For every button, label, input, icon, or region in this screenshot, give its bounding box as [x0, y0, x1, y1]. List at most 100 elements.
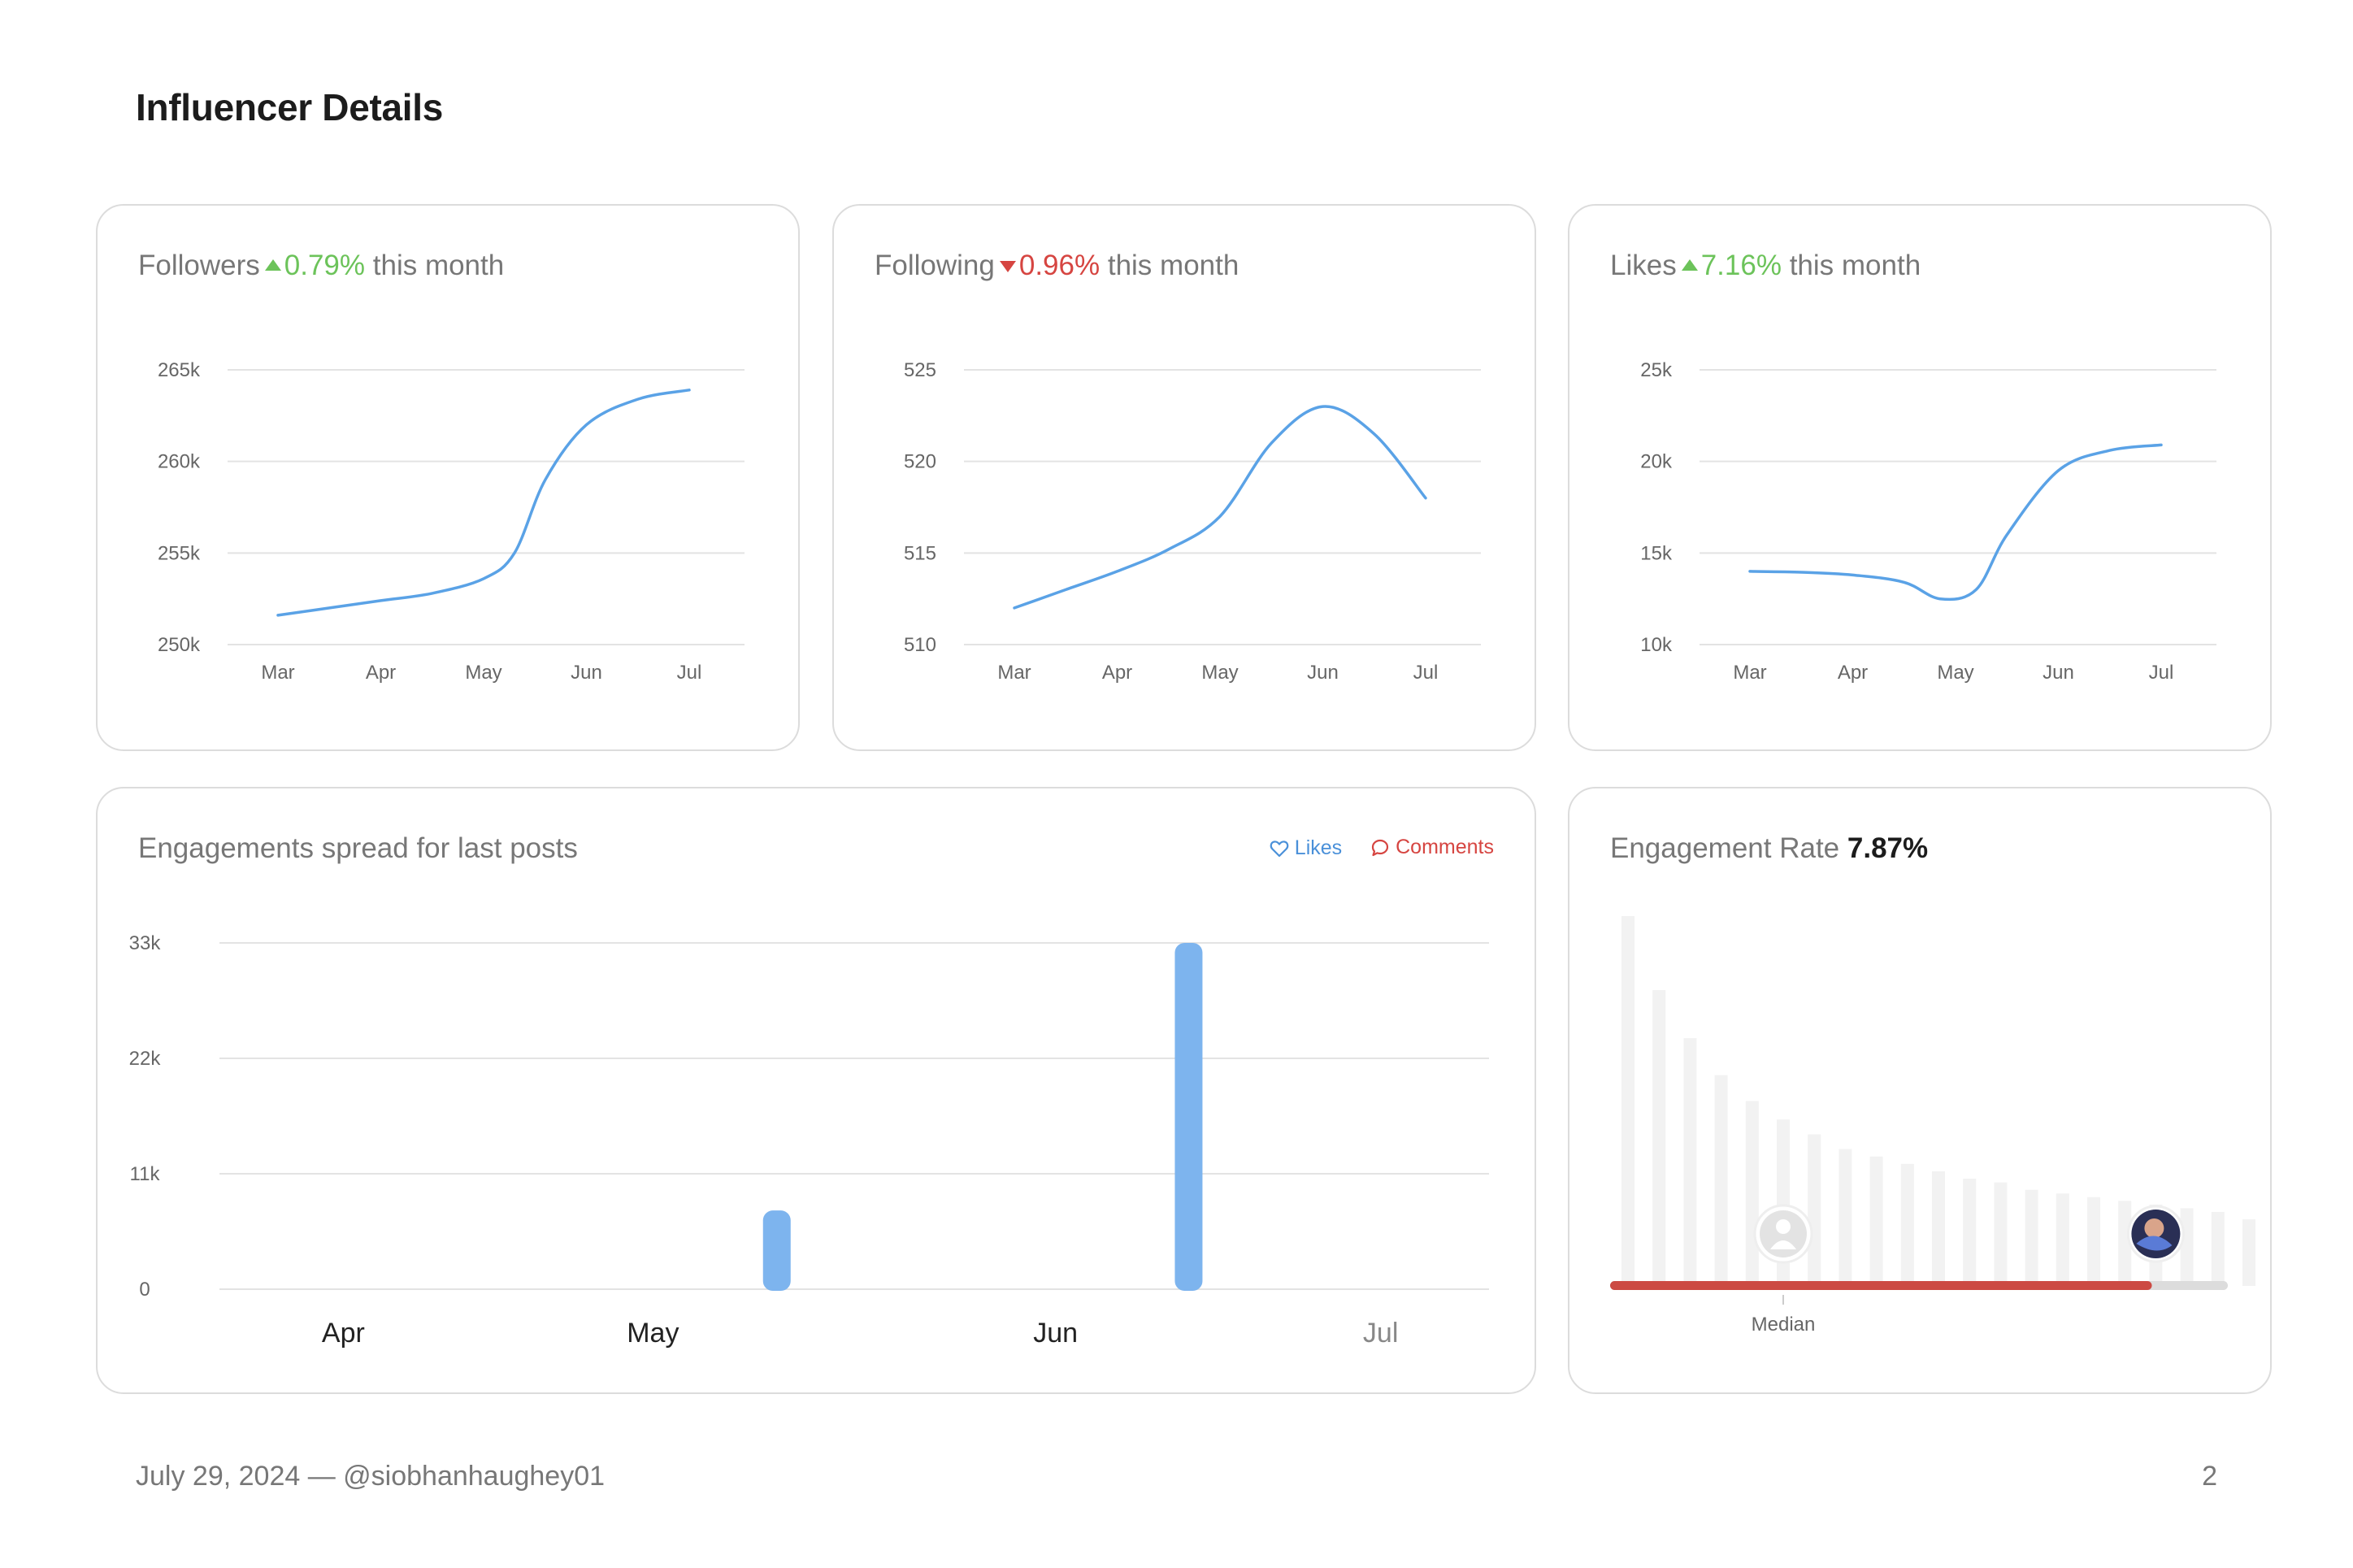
engagement-rate-value: 7.87% [1847, 832, 1929, 864]
trend-up-icon [264, 258, 281, 271]
x-tick-label: Apr [322, 1318, 365, 1349]
engagements-legend: Likes Comments [1247, 836, 1494, 863]
engagement-rate-card: Engagement Rate 7.87% Median [1568, 787, 2272, 1394]
distribution-bar [1900, 1163, 1914, 1286]
heart-icon [1270, 840, 1289, 857]
following-line-chart: 525 520 515 510 Mar Apr May Jun Jul [904, 359, 1481, 684]
legend-likes-label: Likes [1294, 836, 1343, 859]
x-tick-label: Jun [1307, 662, 1339, 684]
report-footer: July 29, 2024 — @siobhanhaughey01 [136, 1461, 606, 1492]
likes-line-chart: 25k 20k 15k 10k Mar Apr May Jun Jul [1640, 359, 2216, 684]
followers-header: Followers 0.79% this month [138, 250, 504, 282]
y-tick-label: 20k [1640, 451, 1673, 473]
distribution-bar [2025, 1189, 2038, 1286]
x-tick-label: Apr [1838, 662, 1868, 684]
y-tick-label: 265k [158, 359, 201, 381]
page-title: Influencer Details [136, 86, 444, 128]
legend-likes[interactable]: Likes [1270, 836, 1342, 860]
distribution-bar [1994, 1182, 2008, 1286]
engagements-bar-chart: 33k 22k 11k 0 Apr May Jun Jul [129, 932, 1489, 1349]
y-tick-label: 515 [904, 542, 936, 564]
y-tick-label: 33k [129, 932, 162, 954]
y-tick-label: 510 [904, 634, 936, 656]
avatar-head-shape [1776, 1219, 1791, 1234]
trend-up-icon [1681, 258, 1698, 271]
y-tick-label: 255k [158, 542, 201, 564]
y-tick-label: 260k [158, 451, 201, 473]
x-tick-label: Jun [1033, 1318, 1078, 1349]
trend-down-icon [999, 260, 1016, 272]
x-tick-label: May [465, 662, 501, 684]
likes-suffix: this month [1789, 250, 1921, 281]
likes-header: Likes 7.16% this month [1610, 250, 1921, 282]
distribution-bar [1869, 1156, 1883, 1286]
distribution-bar [1963, 1179, 1977, 1286]
y-tick-label: 15k [1640, 542, 1673, 564]
distribution-bar [1745, 1101, 1759, 1286]
distribution-bar [1808, 1134, 1821, 1286]
x-tick-label: Jun [571, 662, 602, 684]
likes-change: 7.16% [1700, 250, 1782, 281]
y-tick-label: 0 [139, 1279, 150, 1301]
y-tick-label: 10k [1640, 634, 1673, 656]
following-header: Following 0.96% this month [875, 250, 1239, 282]
avatar-face-shape [2144, 1218, 2164, 1238]
avatar-clothing-shape [2136, 1236, 2173, 1251]
y-tick-label: 520 [904, 451, 936, 473]
x-tick-label: May [1937, 662, 1973, 684]
distribution-bar [1839, 1149, 1852, 1286]
likes-card: Likes 7.16% this month 25k 20k 15k 10k Mar Apr… [1568, 204, 2272, 751]
x-tick-label: Mar [997, 662, 1031, 684]
distribution-bar [1932, 1171, 1945, 1286]
x-tick-label: May [1201, 662, 1238, 684]
gauge-fill [1610, 1281, 2152, 1290]
likes-label: Likes [1610, 250, 1677, 281]
x-tick-label: Apr [1102, 662, 1132, 684]
legend-comments-label: Comments [1396, 836, 1494, 858]
engagement-rate-header: Engagement Rate 7.87% [1610, 832, 1928, 865]
x-tick-label: Jul [1363, 1318, 1398, 1349]
y-tick-label: 25k [1640, 359, 1673, 381]
likes-bar [1174, 943, 1203, 1291]
following-change: 0.96% [1018, 250, 1101, 281]
comment-icon [1372, 839, 1389, 856]
x-tick-label: Mar [261, 662, 294, 684]
x-tick-label: Jun [2043, 662, 2074, 684]
following-card: Following 0.96% this month 525 520 515 510 Ma… [832, 204, 1536, 751]
x-tick-label: Jul [677, 662, 702, 684]
following-suffix: this month [1107, 250, 1239, 281]
distribution-bar [2211, 1212, 2225, 1286]
x-tick-label: Apr [366, 662, 396, 684]
series-line [1748, 443, 2163, 602]
distribution-bar [1714, 1075, 1728, 1286]
followers-label: Followers [138, 250, 260, 281]
x-tick-label: Jul [2149, 662, 2174, 684]
y-tick-label: 525 [904, 359, 936, 381]
series-line [276, 389, 691, 617]
median-label: Median [1752, 1314, 1816, 1336]
distribution-bar [2180, 1208, 2194, 1286]
distribution-bar [2087, 1197, 2100, 1286]
followers-suffix: this month [372, 250, 505, 281]
following-label: Following [875, 250, 995, 281]
engagement-rate-distribution: Median [1610, 916, 2255, 1336]
x-tick-label: May [627, 1318, 679, 1349]
followers-line-chart: 265k 260k 255k 250k Mar Apr May Jun Jul [158, 359, 745, 684]
distribution-bar [1621, 916, 1635, 1286]
likes-bar [762, 1210, 791, 1291]
engagements-title: Engagements spread for last posts [138, 832, 578, 864]
avatar-body-shape [1770, 1240, 1796, 1249]
page-number: 2 [2202, 1461, 2217, 1492]
engagements-card: Engagements spread for last posts Likes … [96, 787, 1536, 1394]
engagement-rate-label: Engagement Rate [1610, 832, 1840, 864]
distribution-bar [1683, 1038, 1697, 1286]
distribution-bar [1652, 990, 1666, 1286]
legend-comments[interactable]: Comments [1370, 836, 1494, 859]
series-line [1013, 405, 1427, 610]
followers-card: Followers 0.79% this month 265k 260k 255k 25… [96, 204, 800, 751]
y-tick-label: 22k [129, 1048, 162, 1070]
distribution-bar [2118, 1201, 2132, 1286]
y-tick-label: 250k [158, 634, 201, 656]
distribution-bar [2242, 1219, 2255, 1286]
y-tick-label: 11k [130, 1163, 161, 1185]
